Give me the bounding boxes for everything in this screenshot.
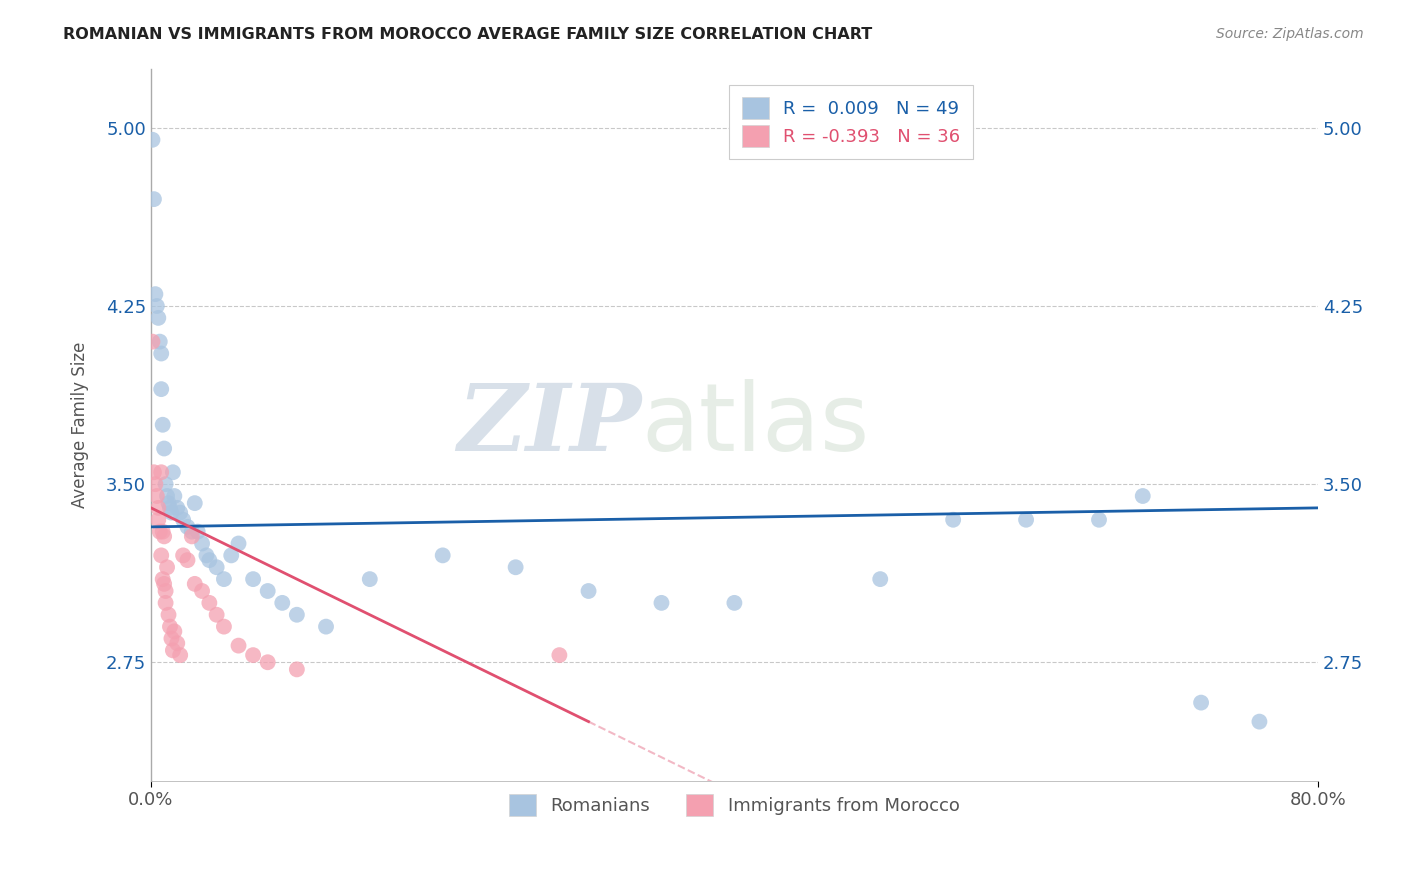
Point	[169, 648, 191, 662]
Point	[198, 596, 221, 610]
Point	[359, 572, 381, 586]
Point	[162, 465, 184, 479]
Point	[152, 572, 174, 586]
Point	[212, 619, 235, 633]
Point	[142, 192, 165, 206]
Point	[141, 133, 163, 147]
Point	[149, 334, 172, 349]
Point	[180, 524, 202, 539]
Point	[153, 577, 176, 591]
Point	[160, 632, 183, 646]
Point	[285, 662, 308, 676]
Point	[157, 496, 180, 510]
Point	[157, 607, 180, 622]
Point	[1132, 489, 1154, 503]
Point	[228, 536, 250, 550]
Text: ROMANIAN VS IMMIGRANTS FROM MOROCCO AVERAGE FAMILY SIZE CORRELATION CHART: ROMANIAN VS IMMIGRANTS FROM MOROCCO AVER…	[63, 27, 873, 42]
Point	[256, 655, 278, 669]
Point	[166, 636, 188, 650]
Y-axis label: Average Family Size: Average Family Size	[72, 342, 89, 508]
Point	[146, 299, 169, 313]
Point	[242, 572, 264, 586]
Point	[176, 553, 198, 567]
Point	[198, 553, 221, 567]
Point	[162, 643, 184, 657]
Point	[145, 287, 167, 301]
Point	[432, 549, 454, 563]
Point	[152, 417, 174, 432]
Point	[149, 524, 172, 539]
Point	[242, 648, 264, 662]
Text: Source: ZipAtlas.com: Source: ZipAtlas.com	[1216, 27, 1364, 41]
Point	[191, 584, 214, 599]
Point	[159, 619, 181, 633]
Point	[146, 489, 169, 503]
Point	[205, 607, 228, 622]
Point	[148, 513, 170, 527]
Point	[195, 549, 218, 563]
Point	[145, 477, 167, 491]
Point	[180, 529, 202, 543]
Text: atlas: atlas	[641, 379, 869, 471]
Point	[256, 584, 278, 599]
Point	[548, 648, 571, 662]
Text: ZIP: ZIP	[457, 380, 641, 470]
Point	[869, 572, 891, 586]
Point	[219, 549, 242, 563]
Point	[163, 624, 186, 639]
Point	[505, 560, 527, 574]
Point	[1015, 513, 1038, 527]
Legend: Romanians, Immigrants from Morocco: Romanians, Immigrants from Morocco	[501, 785, 969, 825]
Point	[155, 477, 177, 491]
Point	[160, 506, 183, 520]
Point	[650, 596, 672, 610]
Point	[156, 489, 179, 503]
Point	[184, 577, 207, 591]
Point	[148, 500, 170, 515]
Point	[153, 442, 176, 456]
Point	[142, 465, 165, 479]
Point	[1249, 714, 1271, 729]
Point	[166, 500, 188, 515]
Point	[1189, 696, 1212, 710]
Point	[176, 520, 198, 534]
Point	[184, 496, 207, 510]
Point	[187, 524, 209, 539]
Point	[205, 560, 228, 574]
Point	[155, 584, 177, 599]
Point	[172, 513, 194, 527]
Point	[228, 639, 250, 653]
Point	[285, 607, 308, 622]
Point	[148, 310, 170, 325]
Point	[150, 346, 173, 360]
Point	[153, 529, 176, 543]
Point	[152, 524, 174, 539]
Point	[169, 506, 191, 520]
Point	[150, 465, 173, 479]
Point	[191, 536, 214, 550]
Point	[150, 549, 173, 563]
Point	[163, 489, 186, 503]
Point	[1088, 513, 1111, 527]
Point	[212, 572, 235, 586]
Point	[723, 596, 745, 610]
Point	[942, 513, 965, 527]
Point	[315, 619, 337, 633]
Point	[172, 549, 194, 563]
Point	[159, 500, 181, 515]
Point	[271, 596, 294, 610]
Point	[155, 596, 177, 610]
Point	[578, 584, 600, 599]
Point	[156, 560, 179, 574]
Point	[150, 382, 173, 396]
Point	[141, 334, 163, 349]
